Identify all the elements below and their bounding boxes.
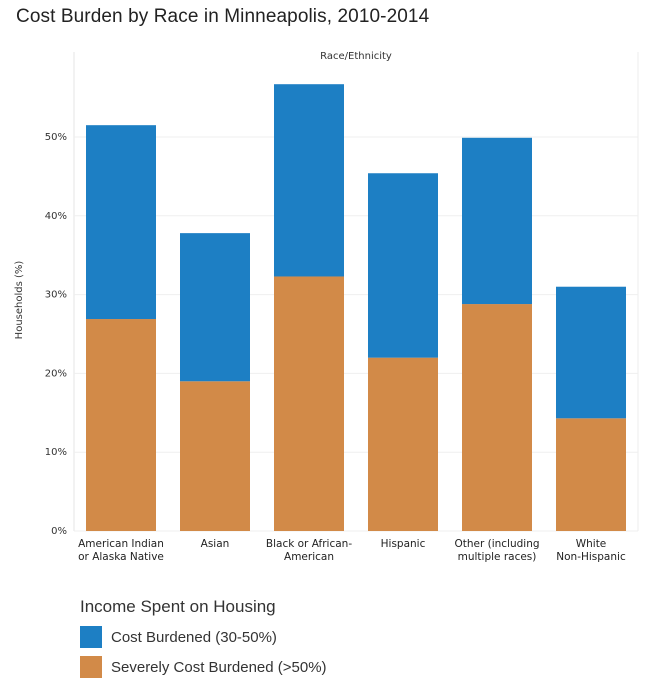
legend-item-cost-burdened: Cost Burdened (30-50%) xyxy=(80,626,327,648)
legend-swatch-cost-burdened xyxy=(80,626,102,648)
x-tick-label: American xyxy=(284,551,334,563)
bar-cost-burdened xyxy=(462,137,532,305)
x-tick-label: Non-Hispanic xyxy=(556,551,626,563)
stacked-bar-chart: 0% 10% 20% 30% 40% 50% Race/Ethnicity Household… xyxy=(14,51,639,563)
bar-severely-cost-burdened xyxy=(180,381,250,531)
legend-title: Income Spent on Housing xyxy=(80,597,276,616)
bar-severely-cost-burdened xyxy=(556,418,626,531)
x-tick-label: or Alaska Native xyxy=(78,551,164,563)
x-tick-label: American Indian xyxy=(78,538,164,550)
y-tick-label: 10% xyxy=(45,447,67,458)
legend-swatch-severely-cost-burdened xyxy=(80,656,102,678)
x-tick-label: Black or African- xyxy=(266,538,352,550)
legend-item-severely-cost-burdened: Severely Cost Burdened (>50%) xyxy=(80,656,327,678)
bar-cost-burdened xyxy=(556,286,626,419)
bar-severely-cost-burdened xyxy=(462,304,532,531)
y-tick-label: 0% xyxy=(51,526,67,537)
x-tick-label: Other (including xyxy=(454,538,539,550)
x-tick-label: White xyxy=(576,538,607,550)
y-tick-label: 30% xyxy=(45,290,67,301)
y-tick-label: 40% xyxy=(45,211,67,222)
y-tick-label: 50% xyxy=(45,132,67,143)
bar-cost-burdened xyxy=(180,233,250,382)
legend: Income Spent on Housing Cost Burdened (3… xyxy=(80,597,327,686)
x-tick-label: Hispanic xyxy=(381,538,426,550)
y-tick-label: 20% xyxy=(45,368,67,379)
bar-severely-cost-burdened xyxy=(368,357,438,531)
chart-title: Cost Burden by Race in Minneapolis, 2010… xyxy=(16,6,430,27)
bar-severely-cost-burdened xyxy=(274,276,344,531)
legend-label-cost-burdened: Cost Burdened (30-50%) xyxy=(111,628,277,646)
x-tick-label: multiple races) xyxy=(458,551,537,563)
bar-cost-burdened xyxy=(368,173,438,358)
legend-label-severely-cost-burdened: Severely Cost Burdened (>50%) xyxy=(111,658,327,676)
bar-cost-burdened xyxy=(274,84,344,277)
x-tick-label: Asian xyxy=(201,538,230,550)
column-header: Race/Ethnicity xyxy=(320,51,392,62)
y-axis-label: Households (%) xyxy=(14,261,25,340)
bar-cost-burdened xyxy=(86,125,156,320)
bar-severely-cost-burdened xyxy=(86,319,156,531)
